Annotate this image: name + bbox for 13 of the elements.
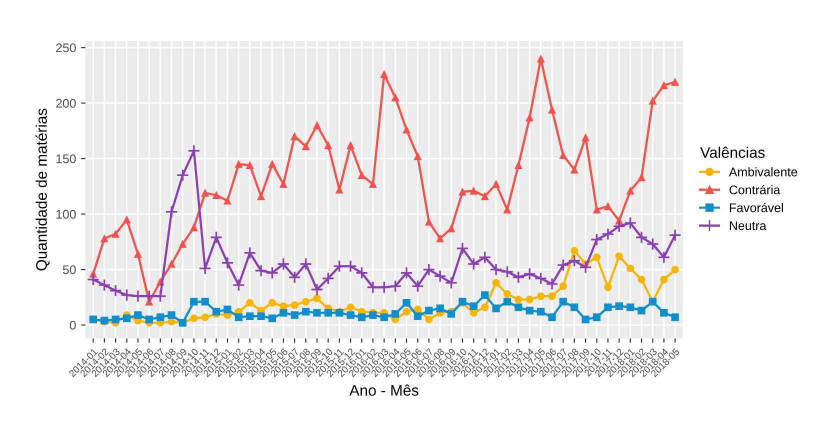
y-tick-label: 250 xyxy=(56,43,76,52)
y-tick-label: 100 xyxy=(56,210,76,219)
y-tick-label: 150 xyxy=(56,154,76,164)
legend-title: Valências xyxy=(700,146,765,158)
legend-label: Neutra xyxy=(730,221,766,230)
x-axis-title: Ano - Mês xyxy=(349,384,418,396)
y-tick-label: 200 xyxy=(56,98,76,108)
legend-label: Favorável xyxy=(730,202,783,212)
y-axis-title: Quantidade de matérias xyxy=(36,108,50,270)
y-tick-label: 0 xyxy=(70,320,76,330)
y-tick-label: 50 xyxy=(62,265,76,274)
legend-label: Contrária xyxy=(730,184,780,194)
legend-label: Ambivalente xyxy=(728,167,798,176)
